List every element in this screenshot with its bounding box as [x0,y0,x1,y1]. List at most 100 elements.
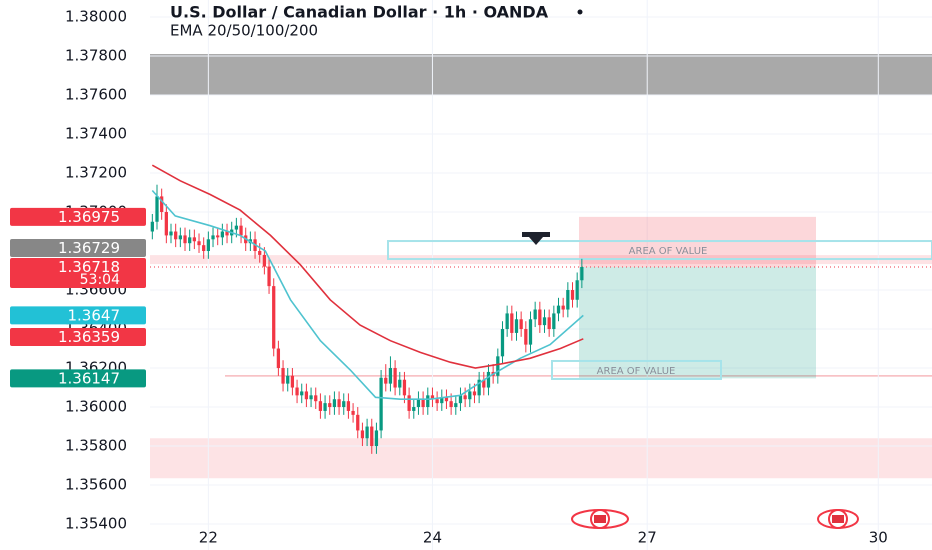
candle-body [454,403,458,408]
annotation-text: AREA OF VALUE [597,366,676,377]
candle-body [533,309,537,320]
candle-body [346,401,351,411]
candle-body [398,379,402,388]
candle-body [183,235,187,244]
candle-body [234,225,239,230]
candle-body [524,329,528,345]
candle-body [192,237,196,242]
candle-body [290,375,295,388]
candle-body [435,399,439,404]
candle-body [482,379,486,388]
candle-body [510,313,514,333]
price-badge [10,328,146,347]
overlays [522,9,859,529]
candle-body [463,395,467,400]
candle-body [575,280,579,300]
candle-body [496,356,500,376]
candle-body [514,319,519,333]
x-tick-label: 27 [638,529,657,547]
candle-body [342,401,346,408]
candle-body [421,399,425,408]
candle-body [570,290,575,300]
candle-body [314,395,318,402]
price-badge-label: 1.36729 [58,239,120,257]
price-badge-label: 1.36718 [58,258,120,276]
y-tick-label: 1.35600 [65,476,127,494]
ema-lines [151,164,584,400]
price-badge-label: 1.3647 [68,306,121,324]
candle-body [561,305,565,310]
x-tick-label: 24 [423,529,442,547]
candle-body [300,391,304,396]
candle-body [164,212,168,236]
x-tick-label: 22 [199,529,218,547]
axis: 1.380001.378001.376001.374001.372001.370… [10,7,888,547]
candle-body [370,426,374,447]
status-dot [577,9,583,15]
candle-body [528,319,533,345]
candle-body [202,245,206,252]
candle-body [258,251,262,255]
candle-body [286,375,290,384]
candle-body [407,395,411,411]
candle-body [552,313,556,330]
price-badge [10,239,146,258]
arrow-down [522,232,550,245]
price-badge [10,369,146,388]
candle-body [388,368,393,384]
candle-body [519,319,523,330]
candle-body [416,399,421,408]
candle-body [295,387,299,396]
candle-body [281,368,285,384]
candle-body [239,225,243,236]
candle-body [580,267,584,281]
candle-body [384,377,388,384]
candle-body [472,391,477,396]
candle-body [304,391,309,400]
candle-body [332,399,337,408]
ema-line [151,164,584,369]
candle-body [566,290,570,310]
candle-body [150,221,154,232]
candle-body [412,407,416,411]
candle-body [206,239,210,252]
candle-body [276,348,281,369]
candle-body [174,231,178,240]
y-tick-label: 1.37400 [65,124,127,142]
y-tick-label: 1.37800 [65,46,127,64]
price-badge-label: 1.36359 [58,328,120,346]
grid [150,0,932,550]
annotation-text: AREA OF VALUE [629,246,708,257]
candle-body [547,317,551,330]
annotation-box [387,240,932,261]
price-badge-label: 1.36147 [58,369,120,387]
annotation-box [551,359,722,380]
candle-body [160,196,164,213]
candle-body [318,401,323,411]
candle-body [216,235,220,238]
ema-line [151,189,584,400]
y-tick-label: 1.38000 [65,7,127,25]
candle-body [505,313,509,330]
candle-body [444,397,449,402]
candle-body [351,410,355,415]
candle-body [486,371,491,388]
y-tick-label: 1.37600 [65,85,127,103]
candle-body [379,377,383,431]
chart-subtitle: EMA 20/50/100/200 [170,22,318,40]
event-icon [817,509,859,529]
candle-body [393,368,397,388]
candle-body [178,235,182,240]
price-badge [10,258,146,289]
candle-body [458,395,463,404]
candle-body [430,395,435,400]
candle-body [323,403,327,411]
candle-body [500,329,505,357]
zone [150,438,932,479]
zone [150,54,932,95]
candle-body [155,196,159,222]
candle-body [328,403,332,408]
candle-body [365,426,369,439]
candle-body [356,414,360,431]
candle-body [262,254,267,267]
